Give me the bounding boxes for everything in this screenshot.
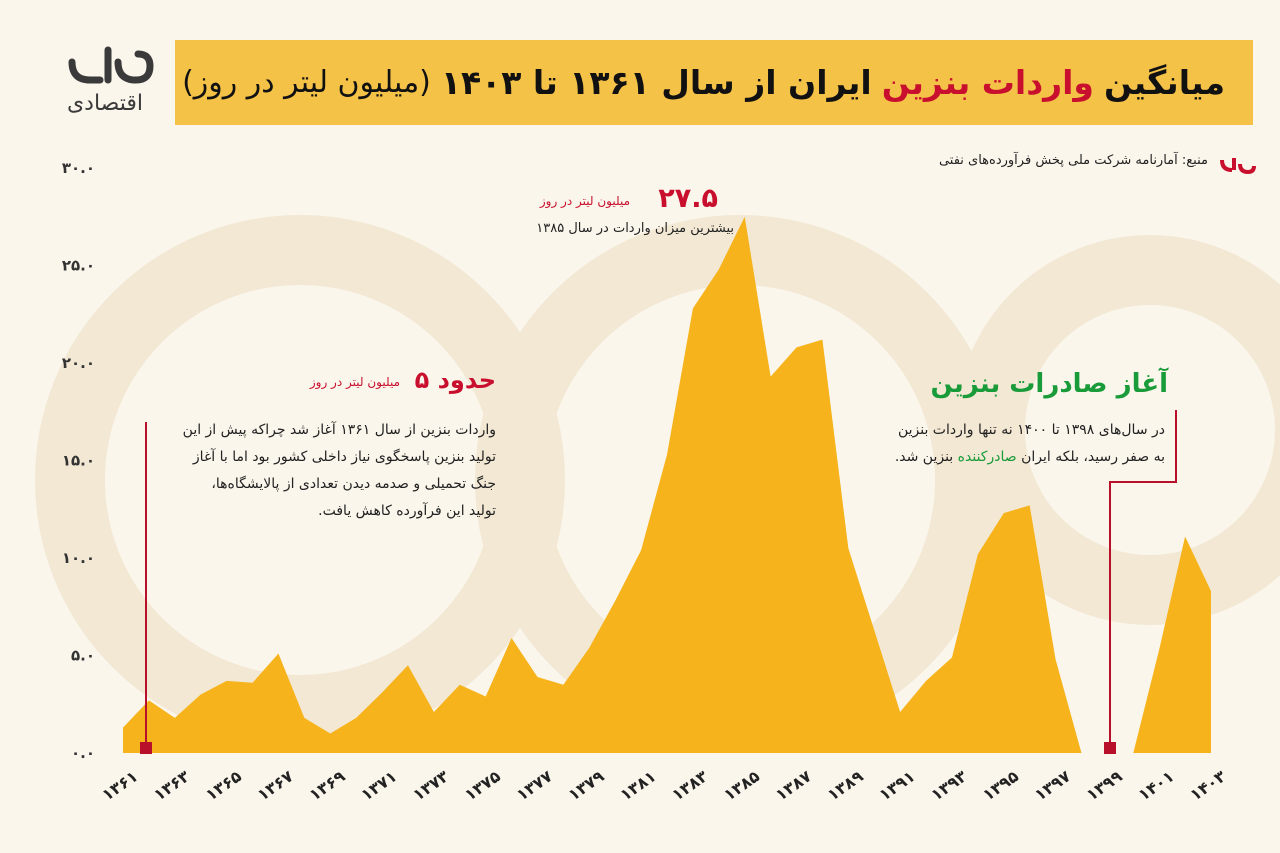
x-tick-label: ۱۴۰۳: [1186, 766, 1229, 804]
callout-markers: [145, 410, 1177, 748]
title-highlight: واردات بنزین: [881, 63, 1094, 102]
title-unit: (میلیون لیتر در روز): [182, 65, 431, 100]
text-segment: به صفر رسید، بلکه ایران: [1021, 449, 1165, 465]
text-line: به صفر رسید، بلکه ایران صادرکننده بنزین …: [895, 444, 1165, 471]
x-tick-label: ۱۳۸۷: [772, 766, 815, 804]
y-tick-label: ۲۵.۰: [62, 257, 95, 275]
title-part: میانگین: [1103, 63, 1225, 102]
y-tick-label: ۱۵.۰: [62, 452, 95, 470]
bg-shape: [955, 235, 1280, 625]
y-tick-label: ۱۰.۰: [62, 549, 95, 567]
x-tick-label: ۱۳۷۷: [513, 766, 556, 804]
annotation-title: حدود ۵: [414, 366, 496, 394]
area: [123, 216, 1211, 753]
x-tick-label: ۱۳۹۷: [1031, 766, 1074, 804]
text-line: در سال‌های ۱۳۹۸ تا ۱۴۰۰ نه تنها واردات ب…: [897, 422, 1165, 438]
x-tick-label: ۱۳۶۱: [98, 767, 141, 805]
x-tick-label: ۱۳۷۹: [565, 766, 608, 804]
callout-line: [1109, 410, 1177, 748]
x-tick-label: ۱۳۹۳: [927, 766, 970, 804]
x-tick-label: ۱۳۷۳: [409, 766, 452, 804]
logo-mark: [68, 46, 154, 84]
x-tick-label: ۱۳۷۱: [357, 767, 400, 805]
x-tick-label: ۱۳۸۵: [720, 766, 763, 804]
title-part: ایران از سال ۱۳۶۱ تا ۱۴۰۳: [440, 63, 872, 102]
x-tick-label: ۱۳۶۳: [150, 766, 193, 804]
x-tick-label: ۱۳۶۷: [254, 766, 297, 804]
title: میانگین واردات بنزین ایران از سال ۱۳۶۱ ت…: [175, 40, 1253, 125]
peak-value: ۲۷.۵: [658, 183, 718, 214]
y-tick-label: ۳۰.۰: [62, 159, 95, 177]
source: منبع: آمارنامه شرکت ملی پخش فرآورده‌های …: [938, 153, 1208, 168]
text-line: تولید بنزین پاسخگوی نیاز داخلی کشور بود …: [192, 449, 496, 465]
peak-note: بیشترین میزان واردات در سال ۱۳۸۵: [536, 221, 734, 236]
y-tick-label: ۰.۰: [71, 744, 95, 762]
x-tick-label: ۱۳۸۱: [616, 767, 659, 805]
annotation-title: آغاز صادرات بنزین: [930, 369, 1168, 399]
x-tick-label: ۱۳۶۵: [202, 766, 245, 804]
x-tick-label: ۱۳۹۵: [979, 766, 1022, 804]
text-line: تولید این فرآورده کاهش یافت.: [318, 503, 496, 519]
peak-unit: میلیون لیتر در روز: [539, 194, 630, 208]
text-highlight: صادرکننده: [957, 449, 1017, 465]
x-tick-label: ۱۳۷۵: [461, 766, 504, 804]
annotation-text: واردات بنزین از سال ۱۳۶۱ آغاز شد چراکه پ…: [183, 417, 496, 525]
y-tick-label: ۵.۰: [71, 647, 95, 665]
annotation-text: در سال‌های ۱۳۹۸ تا ۱۴۰۰ نه تنها واردات ب…: [895, 417, 1165, 471]
logo: [68, 46, 154, 84]
logo-text: اقتصادی: [67, 91, 143, 116]
x-tick-label: ۱۳۸۹: [824, 766, 867, 804]
x-tick-label: ۱۳۹۹: [1083, 766, 1126, 804]
callout-marker: [1104, 742, 1116, 754]
text-segment: بنزین شد.: [894, 449, 954, 465]
x-tick-label: ۱۳۸۳: [668, 766, 711, 804]
x-tick-label: ۱۴۰۱: [1135, 767, 1178, 805]
text-line: واردات بنزین از سال ۱۳۶۱ آغاز شد چراکه پ…: [182, 422, 496, 438]
callout-marker: [140, 742, 152, 754]
source-icon: [1220, 158, 1256, 175]
y-tick-label: ۲۰.۰: [62, 354, 95, 372]
x-tick-label: ۱۳۶۹: [306, 766, 349, 804]
x-tick-label: ۱۳۹۱: [876, 767, 919, 805]
annotation-unit: میلیون لیتر در روز: [309, 375, 400, 389]
text-line: جنگ تحمیلی و صدمه دیدن تعدادی از پالایشگ…: [211, 476, 496, 492]
